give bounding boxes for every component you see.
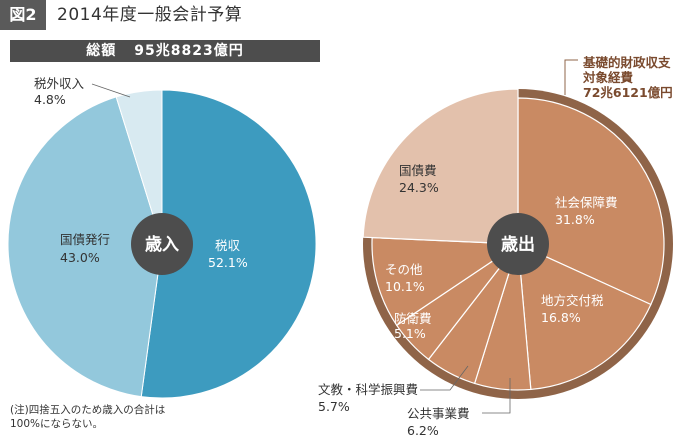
expense-education-value: 5.7% <box>318 399 350 414</box>
expense-public-works-value: 6.2% <box>407 423 439 438</box>
figure-badge: 図2 <box>0 0 46 30</box>
revenue-center-label: 歳入 <box>145 234 179 255</box>
expense-local-value: 16.8% <box>541 310 581 325</box>
expense-slice-social <box>517 97 665 306</box>
expense-center-label: 歳出 <box>501 234 535 255</box>
note-line-1: (注)四捨五入のため歳入の合計は <box>10 404 166 416</box>
expense-other-value: 10.1% <box>385 279 425 294</box>
revenue-tax-value: 52.1% <box>208 255 248 270</box>
expense-slice-other <box>371 236 520 327</box>
expense-pie-chart: 歳出 <box>362 88 673 399</box>
expense-defense-name: 防衛費 <box>394 311 432 326</box>
expense-other-name: その他 <box>385 262 423 277</box>
revenue-slice-nontax <box>115 89 163 245</box>
ring-annotation-line-1: 基礎的財政収支 <box>582 55 671 70</box>
expense-public-works-name: 公共事業費 <box>407 406 470 421</box>
expense-education-name: 文教・科学振興費 <box>318 382 418 397</box>
expense-bonds-value: 24.3% <box>399 180 439 195</box>
total-label: 総額 <box>86 43 117 59</box>
expense-bonds-name: 国債費 <box>399 163 437 178</box>
total-value: 95兆8823億円 <box>134 43 244 59</box>
revenue-center-circle <box>131 213 193 275</box>
expense-social-value: 31.8% <box>555 212 595 227</box>
note-line-2: 100%にならない。 <box>10 418 104 430</box>
ring-annotation-line-2: 対象経費 <box>582 70 634 85</box>
revenue-bonds-name: 国債発行 <box>60 232 110 247</box>
revenue-slice-tax <box>140 89 317 399</box>
revenue-pie-chart: 歳入 <box>7 89 317 399</box>
revenue-nontax-name: 税外収入 <box>34 76 85 91</box>
rounding-note: (注)四捨五入のため歳入の合計は 100%にならない。 <box>10 403 165 431</box>
expense-education-leader <box>420 365 469 391</box>
total-budget-bar: 総額 95兆8823億円 <box>10 40 320 62</box>
expense-slice-bonds <box>362 88 519 245</box>
ring-annotation-leader <box>564 59 578 95</box>
revenue-nontax-value: 4.8% <box>34 92 66 107</box>
ring-annotation-line-3: 72兆6121億円 <box>583 85 673 100</box>
revenue-slice-bonds <box>7 96 163 398</box>
revenue-tax-name: 税収 <box>215 238 241 253</box>
expense-defense-value: 5.1% <box>394 326 426 341</box>
figure-title: 2014年度一般会計予算 <box>57 5 243 25</box>
expense-center-circle <box>487 213 549 275</box>
expense-slice-local <box>517 243 652 391</box>
revenue-bonds-value: 43.0% <box>60 250 100 265</box>
revenue-nontax-leader <box>91 83 131 98</box>
expense-social-name: 社会保障費 <box>555 195 618 210</box>
figure-header: 図2 2014年度一般会計予算 <box>0 0 680 30</box>
expense-public-works-leader <box>482 378 511 414</box>
expense-local-name: 地方交付税 <box>541 293 604 308</box>
